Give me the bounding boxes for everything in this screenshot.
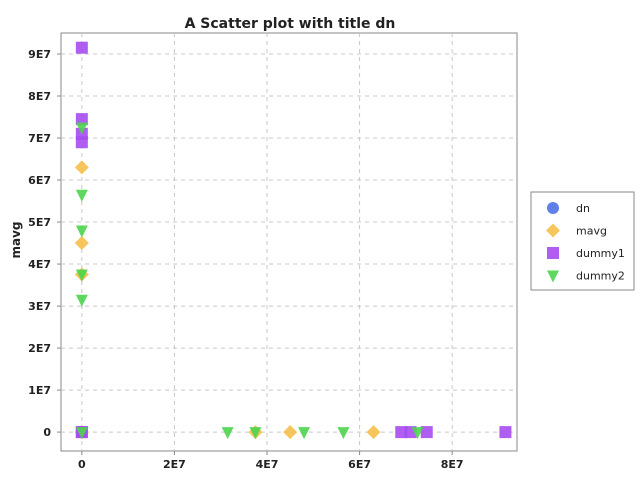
y-tick-label: 0 [43,426,51,439]
x-axis: 0 2E7 4E7 6E7 8E7 [78,451,464,471]
data-point-mavg [74,236,89,251]
legend-marker-dummy1 [547,247,559,259]
legend: dn mavg dummy1 dummy2 [530,191,635,291]
y-axis: 0 1E7 2E7 3E7 4E7 5E7 6E7 7E7 8E7 9E7 [28,48,61,439]
data-point-dummy2 [298,427,311,440]
data-point-dummy2 [75,294,88,307]
plot-area [60,32,518,452]
data-point-mavg [366,425,381,440]
data-point-dummy1 [75,136,88,149]
data-point-dummy1 [420,426,433,439]
x-tick-label: 2E7 [163,458,186,471]
y-tick-label: 8E7 [28,90,51,103]
data-point-dummy2 [221,427,234,440]
y-tick-label: 9E7 [28,48,51,61]
legend-label-dummy2: dummy2 [576,270,625,283]
data-point-dummy1 [75,113,88,126]
y-axis-label: mavg [9,221,23,258]
data-point-dummy2 [75,122,88,135]
x-tick-label: 6E7 [348,458,371,471]
data-point-dummy1 [75,41,88,54]
legend-marker-dn [547,202,559,214]
y-tick-label: 5E7 [28,216,51,229]
y-tick-label: 7E7 [28,132,51,145]
data-point-dummy1 [499,426,512,439]
y-tick-label: 3E7 [28,300,51,313]
legend-label-dummy1: dummy1 [576,247,625,260]
chart-title: A Scatter plot with title dn [185,16,396,32]
data-point-dummy2 [75,269,88,282]
data-point-dummy2 [337,427,350,440]
data-point-mavg [283,425,298,440]
data-point-dummy2 [75,225,88,238]
x-tick-label: 0 [78,458,86,471]
y-tick-label: 1E7 [28,384,51,397]
data-point-dummy2 [75,189,88,202]
legend-label-mavg: mavg [576,225,607,238]
x-tick-label: 4E7 [256,458,279,471]
series-dummy2 [75,122,424,440]
legend-marker-dummy2 [547,270,559,283]
data-point-dummy2 [75,427,88,440]
data-points [74,41,512,440]
data-point-dummy2 [249,427,262,440]
legend-marker-mavg [546,223,560,238]
x-tick-label: 8E7 [441,458,464,471]
legend-label-dn: dn [576,202,590,215]
y-tick-label: 6E7 [28,174,51,187]
y-tick-label: 2E7 [28,342,51,355]
data-point-mavg [74,160,89,175]
data-point-dummy1 [395,426,408,439]
data-point-dummy2 [411,427,424,440]
y-tick-label: 4E7 [28,258,51,271]
